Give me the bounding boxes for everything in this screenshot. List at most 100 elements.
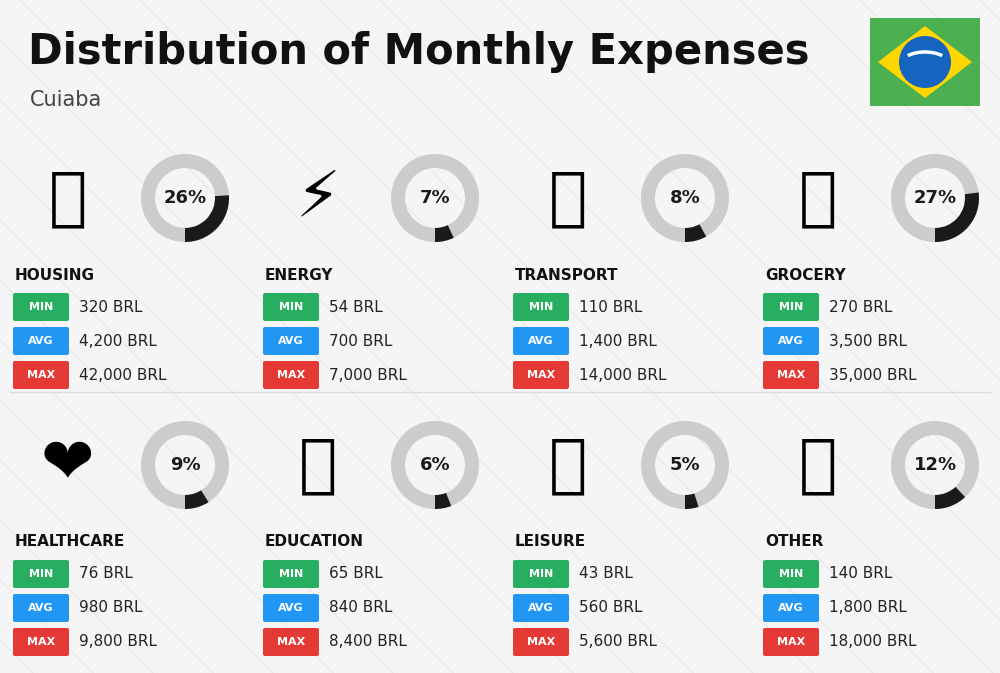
Wedge shape [685, 224, 706, 242]
Wedge shape [685, 493, 699, 509]
Wedge shape [141, 421, 229, 509]
Text: 8,400 BRL: 8,400 BRL [329, 635, 407, 649]
FancyBboxPatch shape [870, 18, 980, 106]
Wedge shape [891, 421, 979, 509]
Text: 🛍️: 🛍️ [549, 434, 587, 496]
Wedge shape [185, 195, 229, 242]
Text: AVG: AVG [528, 603, 554, 613]
Text: 5%: 5% [670, 456, 700, 474]
FancyBboxPatch shape [513, 293, 569, 321]
Text: 26%: 26% [163, 189, 207, 207]
Text: 1,400 BRL: 1,400 BRL [579, 334, 657, 349]
FancyBboxPatch shape [263, 361, 319, 389]
Text: 560 BRL: 560 BRL [579, 600, 642, 616]
Text: MIN: MIN [779, 302, 803, 312]
FancyBboxPatch shape [263, 293, 319, 321]
Text: MIN: MIN [279, 569, 303, 579]
Text: ⚡: ⚡ [296, 167, 340, 229]
Text: 76 BRL: 76 BRL [79, 567, 133, 581]
Text: 140 BRL: 140 BRL [829, 567, 892, 581]
Text: 🎓: 🎓 [299, 434, 337, 496]
Text: 43 BRL: 43 BRL [579, 567, 633, 581]
FancyBboxPatch shape [13, 628, 69, 656]
Text: MAX: MAX [527, 370, 555, 380]
Text: 27%: 27% [913, 189, 957, 207]
Text: 9,800 BRL: 9,800 BRL [79, 635, 157, 649]
Text: MAX: MAX [777, 370, 805, 380]
Text: MIN: MIN [779, 569, 803, 579]
Text: HEALTHCARE: HEALTHCARE [15, 534, 125, 549]
Text: 🚌: 🚌 [549, 167, 587, 229]
Text: 6%: 6% [420, 456, 450, 474]
Wedge shape [641, 154, 729, 242]
Text: 4,200 BRL: 4,200 BRL [79, 334, 157, 349]
Text: MIN: MIN [529, 569, 553, 579]
FancyBboxPatch shape [13, 361, 69, 389]
Text: 42,000 BRL: 42,000 BRL [79, 367, 166, 382]
Text: MAX: MAX [277, 370, 305, 380]
Text: MIN: MIN [29, 569, 53, 579]
Wedge shape [185, 491, 209, 509]
Text: MAX: MAX [27, 637, 55, 647]
Wedge shape [435, 225, 454, 242]
Text: 🏙: 🏙 [49, 167, 87, 229]
Text: 5,600 BRL: 5,600 BRL [579, 635, 657, 649]
Text: MAX: MAX [27, 370, 55, 380]
Text: 8%: 8% [670, 189, 700, 207]
Text: AVG: AVG [278, 336, 304, 346]
Text: 💰: 💰 [799, 434, 837, 496]
Wedge shape [391, 154, 479, 242]
Text: 110 BRL: 110 BRL [579, 299, 642, 314]
FancyBboxPatch shape [13, 594, 69, 622]
FancyBboxPatch shape [513, 327, 569, 355]
FancyBboxPatch shape [13, 560, 69, 588]
FancyBboxPatch shape [263, 560, 319, 588]
Text: Distribution of Monthly Expenses: Distribution of Monthly Expenses [28, 31, 810, 73]
Text: HOUSING: HOUSING [15, 267, 95, 283]
Polygon shape [878, 26, 972, 98]
Text: MAX: MAX [527, 637, 555, 647]
Text: 35,000 BRL: 35,000 BRL [829, 367, 917, 382]
Wedge shape [935, 487, 965, 509]
FancyBboxPatch shape [513, 361, 569, 389]
Text: AVG: AVG [278, 603, 304, 613]
Wedge shape [141, 154, 229, 242]
Wedge shape [391, 421, 479, 509]
Wedge shape [891, 154, 979, 242]
Text: 840 BRL: 840 BRL [329, 600, 392, 616]
Text: 18,000 BRL: 18,000 BRL [829, 635, 916, 649]
Text: AVG: AVG [28, 336, 54, 346]
Text: 700 BRL: 700 BRL [329, 334, 392, 349]
FancyBboxPatch shape [13, 327, 69, 355]
Text: MAX: MAX [277, 637, 305, 647]
Text: ❤️: ❤️ [41, 434, 95, 496]
FancyBboxPatch shape [513, 628, 569, 656]
Text: 980 BRL: 980 BRL [79, 600, 143, 616]
Text: TRANSPORT: TRANSPORT [515, 267, 618, 283]
Text: 7%: 7% [420, 189, 450, 207]
Text: MIN: MIN [279, 302, 303, 312]
Text: 7,000 BRL: 7,000 BRL [329, 367, 407, 382]
Text: 14,000 BRL: 14,000 BRL [579, 367, 666, 382]
Text: 320 BRL: 320 BRL [79, 299, 143, 314]
Text: 12%: 12% [913, 456, 957, 474]
FancyBboxPatch shape [263, 594, 319, 622]
Text: EDUCATION: EDUCATION [265, 534, 364, 549]
FancyBboxPatch shape [763, 628, 819, 656]
FancyBboxPatch shape [263, 327, 319, 355]
FancyBboxPatch shape [763, 327, 819, 355]
Text: MAX: MAX [777, 637, 805, 647]
Text: 65 BRL: 65 BRL [329, 567, 383, 581]
Text: MIN: MIN [29, 302, 53, 312]
FancyBboxPatch shape [763, 594, 819, 622]
Text: 1,800 BRL: 1,800 BRL [829, 600, 907, 616]
Text: ENERGY: ENERGY [265, 267, 334, 283]
Text: 3,500 BRL: 3,500 BRL [829, 334, 907, 349]
Wedge shape [435, 493, 451, 509]
Text: 9%: 9% [170, 456, 200, 474]
Wedge shape [935, 192, 979, 242]
Text: AVG: AVG [28, 603, 54, 613]
FancyBboxPatch shape [763, 361, 819, 389]
FancyBboxPatch shape [763, 293, 819, 321]
Text: AVG: AVG [528, 336, 554, 346]
